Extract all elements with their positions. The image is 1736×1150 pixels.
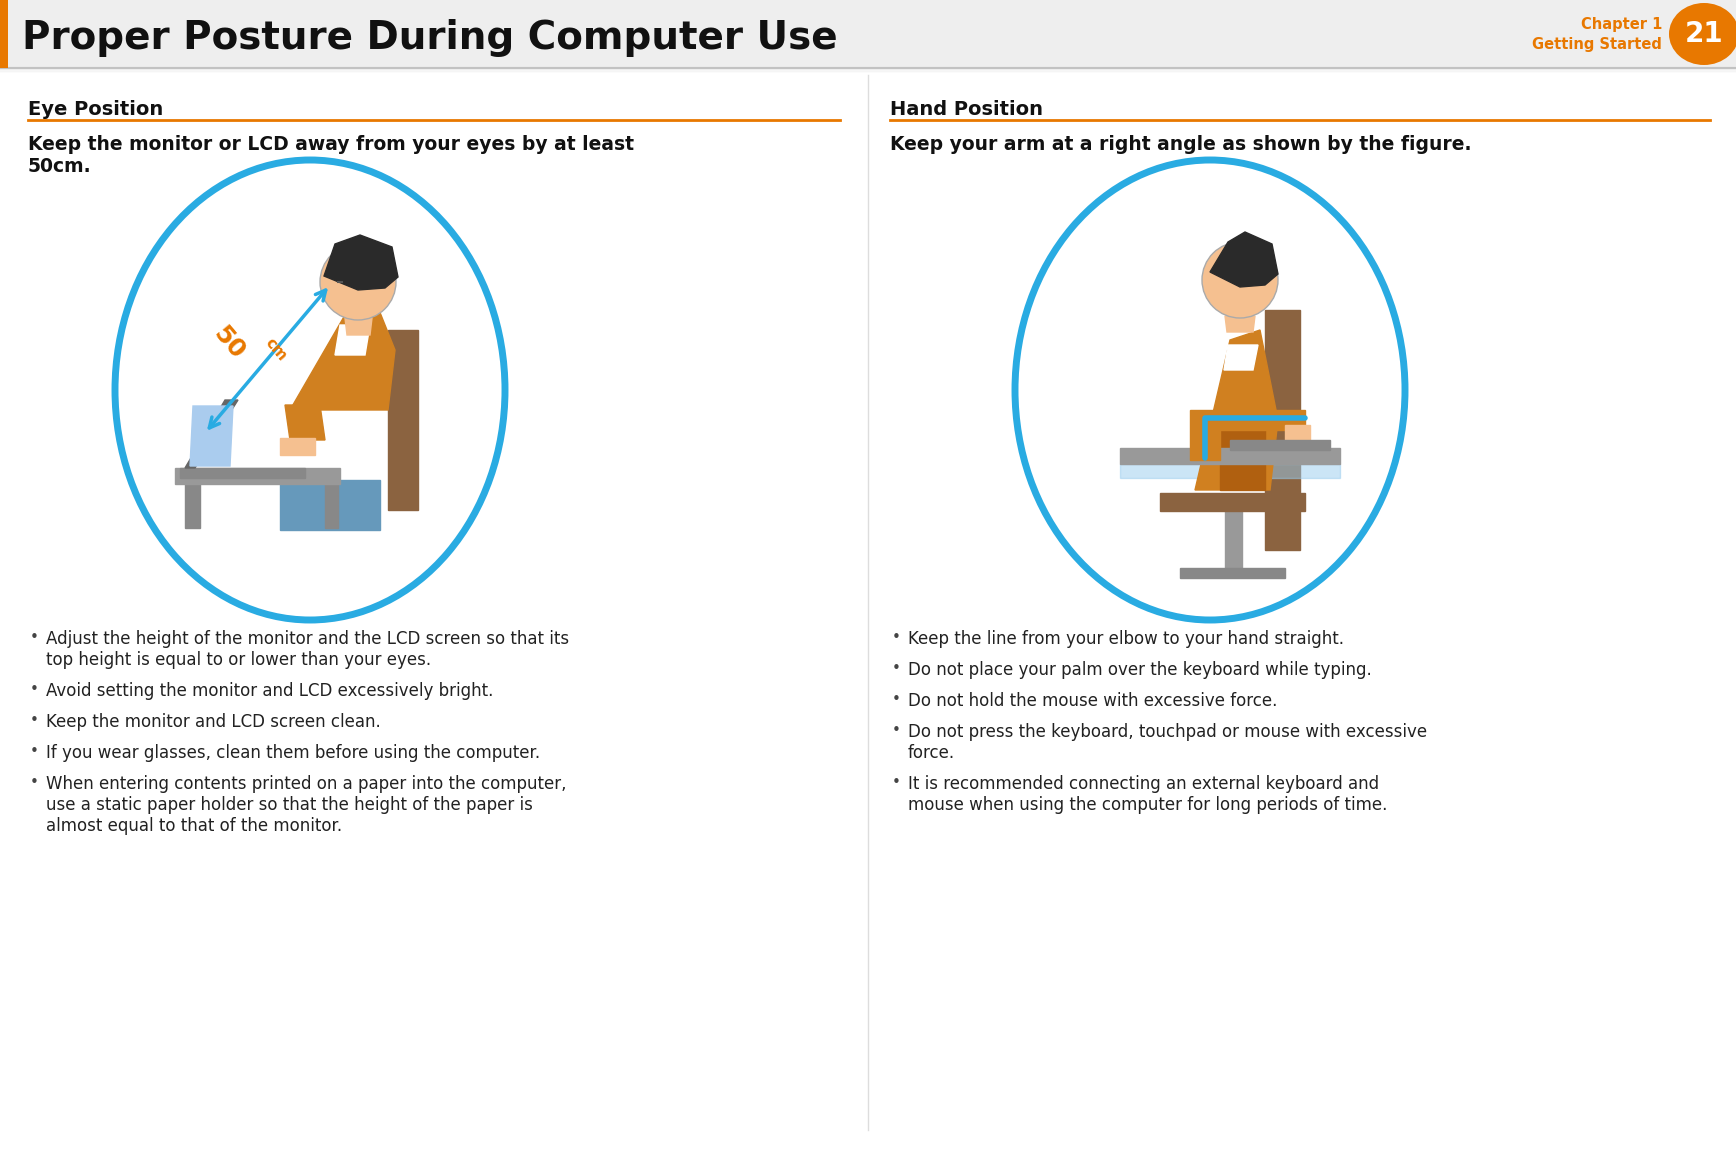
Text: cm: cm <box>262 336 290 365</box>
Text: 21: 21 <box>1684 20 1724 48</box>
Text: •: • <box>892 723 901 738</box>
Text: Proper Posture During Computer Use: Proper Posture During Computer Use <box>23 20 838 58</box>
Text: Chapter 1: Chapter 1 <box>1580 16 1661 31</box>
Polygon shape <box>1215 411 1305 430</box>
Text: •: • <box>892 692 901 707</box>
Text: Keep your arm at a right angle as shown by the figure.: Keep your arm at a right angle as shown … <box>891 135 1472 154</box>
Polygon shape <box>345 319 372 335</box>
Polygon shape <box>335 325 370 355</box>
Polygon shape <box>186 400 238 468</box>
Text: •: • <box>30 630 38 645</box>
Polygon shape <box>1224 345 1259 370</box>
Text: Eye Position: Eye Position <box>28 100 163 118</box>
Polygon shape <box>1189 411 1220 460</box>
Polygon shape <box>1180 568 1285 578</box>
Polygon shape <box>389 330 418 509</box>
Polygon shape <box>279 438 314 455</box>
Polygon shape <box>279 480 380 530</box>
Text: use a static paper holder so that the height of the paper is: use a static paper holder so that the he… <box>45 796 533 814</box>
Polygon shape <box>181 468 306 478</box>
Text: force.: force. <box>908 744 955 762</box>
Polygon shape <box>189 406 233 466</box>
Text: •: • <box>30 744 38 759</box>
Text: •: • <box>30 713 38 728</box>
Polygon shape <box>1194 330 1278 490</box>
Text: Keep the monitor or LCD away from your eyes by at least: Keep the monitor or LCD away from your e… <box>28 135 634 154</box>
Polygon shape <box>175 468 340 484</box>
Text: When entering contents printed on a paper into the computer,: When entering contents printed on a pape… <box>45 775 566 793</box>
Polygon shape <box>1120 448 1340 463</box>
Text: Hand Position: Hand Position <box>891 100 1043 118</box>
Text: Do not hold the mouse with excessive force.: Do not hold the mouse with excessive for… <box>908 692 1278 710</box>
Text: If you wear glasses, clean them before using the computer.: If you wear glasses, clean them before u… <box>45 744 540 762</box>
FancyBboxPatch shape <box>0 0 1736 68</box>
Polygon shape <box>1220 420 1266 490</box>
Text: •: • <box>30 775 38 790</box>
Polygon shape <box>1266 310 1300 550</box>
Text: Do not place your palm over the keyboard while typing.: Do not place your palm over the keyboard… <box>908 661 1371 678</box>
Ellipse shape <box>1668 3 1736 66</box>
Text: Keep the monitor and LCD screen clean.: Keep the monitor and LCD screen clean. <box>45 713 380 731</box>
Polygon shape <box>1285 426 1311 445</box>
Polygon shape <box>325 484 339 528</box>
Text: It is recommended connecting an external keyboard and: It is recommended connecting an external… <box>908 775 1378 793</box>
Ellipse shape <box>1016 160 1404 620</box>
Text: •: • <box>30 682 38 697</box>
Text: Adjust the height of the monitor and the LCD screen so that its: Adjust the height of the monitor and the… <box>45 630 569 647</box>
Text: Do not press the keyboard, touchpad or mouse with excessive: Do not press the keyboard, touchpad or m… <box>908 723 1427 741</box>
Text: Avoid setting the monitor and LCD excessively bright.: Avoid setting the monitor and LCD excess… <box>45 682 493 700</box>
Polygon shape <box>1160 493 1305 511</box>
Text: •: • <box>892 630 901 645</box>
Text: 50cm.: 50cm. <box>28 158 92 176</box>
Text: almost equal to that of the monitor.: almost equal to that of the monitor. <box>45 816 342 835</box>
Polygon shape <box>186 484 200 528</box>
Ellipse shape <box>115 160 505 620</box>
Polygon shape <box>1226 511 1241 568</box>
Text: Keep the line from your elbow to your hand straight.: Keep the line from your elbow to your ha… <box>908 630 1344 647</box>
Text: Getting Started: Getting Started <box>1533 37 1661 52</box>
Polygon shape <box>1210 232 1278 288</box>
Circle shape <box>319 244 396 320</box>
Text: 50: 50 <box>208 322 250 365</box>
Polygon shape <box>290 300 396 411</box>
FancyBboxPatch shape <box>0 0 9 68</box>
Polygon shape <box>285 405 325 440</box>
Polygon shape <box>325 235 398 290</box>
Text: mouse when using the computer for long periods of time.: mouse when using the computer for long p… <box>908 796 1387 814</box>
Text: •: • <box>892 661 901 676</box>
Text: •: • <box>892 775 901 790</box>
Circle shape <box>1201 242 1278 319</box>
Text: top height is equal to or lower than your eyes.: top height is equal to or lower than you… <box>45 651 431 669</box>
Polygon shape <box>1120 463 1340 478</box>
Polygon shape <box>1231 440 1330 450</box>
Polygon shape <box>1226 316 1255 332</box>
